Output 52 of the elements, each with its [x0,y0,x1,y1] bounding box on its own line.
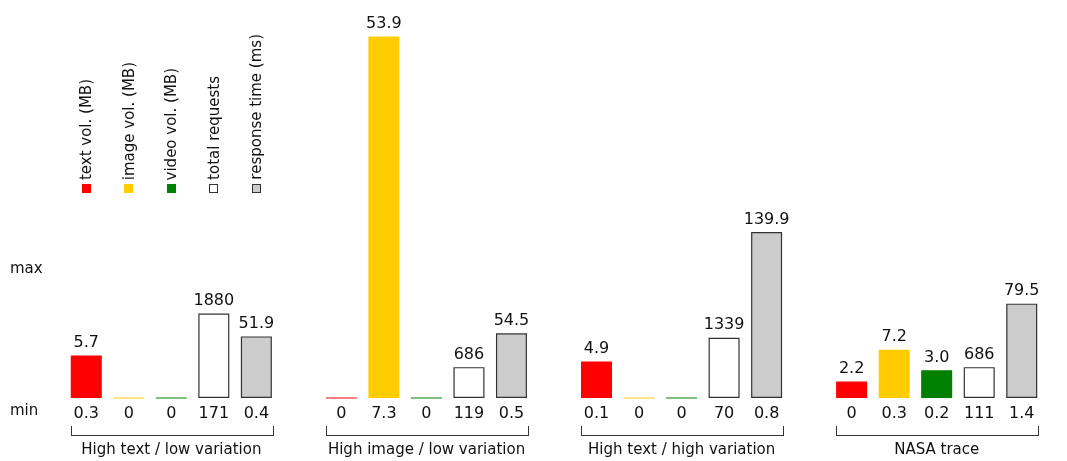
x-tick-label: 0.1 [583,402,610,422]
text: max [10,258,43,277]
bar [836,381,868,398]
text: High text / low variation [81,440,262,458]
x-tick-label: 111 [963,402,995,422]
bar [1006,303,1038,398]
data-label: 1880 [193,290,235,309]
text: High text / high variation [588,440,776,458]
bar [495,333,527,398]
data-label: 686 [453,343,485,363]
x-tick-label: 0.3 [73,402,99,422]
x-tick-label: 0 [633,402,645,422]
text: text vol. (MB) [77,79,96,181]
data-label: 4.9 [583,337,610,357]
bar [240,336,272,398]
x-tick-label: 0.2 [923,402,950,422]
x-tick-label: 119 [453,402,485,422]
data-label: 79.5 [1003,280,1040,300]
x-tick-label: 0.5 [498,402,525,422]
data-label: 686 [963,343,995,363]
bar [581,361,613,398]
data-label: 2.2 [838,358,865,378]
text: total requests [204,76,223,180]
data-label: 1339 [703,314,745,334]
x-tick-label: 7.3 [371,402,397,422]
x-tick-label: 171 [198,402,230,422]
data-label: 5.7 [73,332,99,351]
text: image vol. (MB) [119,62,138,181]
data-label: 51.9 [238,312,275,332]
x-tick-label: 0 [336,402,347,422]
text: NASA trace [894,440,980,458]
x-tick-label: 0.3 [881,402,907,422]
x-tick-label: 0 [846,402,857,422]
data-label: 7.2 [881,326,907,346]
text: response time (ms) [247,34,266,180]
x-tick-label: 0 [676,402,687,422]
text: video vol. (MB) [162,68,181,181]
text: min [10,401,39,419]
data-label: 54.5 [493,309,530,329]
x-tick-label: 1.4 [1009,402,1035,422]
bar [751,232,783,398]
x-tick-label: 0.4 [243,402,270,422]
x-tick-label: 0 [166,402,177,422]
x-tick-label: 0 [421,402,432,422]
data-label: 139.9 [743,208,790,228]
bar [70,355,102,398]
data-label: 3.0 [923,346,950,366]
x-tick-label: 0.8 [753,402,780,422]
x-tick-label: 70 [713,402,735,422]
data-label: 53.9 [366,13,402,32]
text: High image / low variation [327,440,526,458]
x-tick-label: 0 [123,402,134,422]
